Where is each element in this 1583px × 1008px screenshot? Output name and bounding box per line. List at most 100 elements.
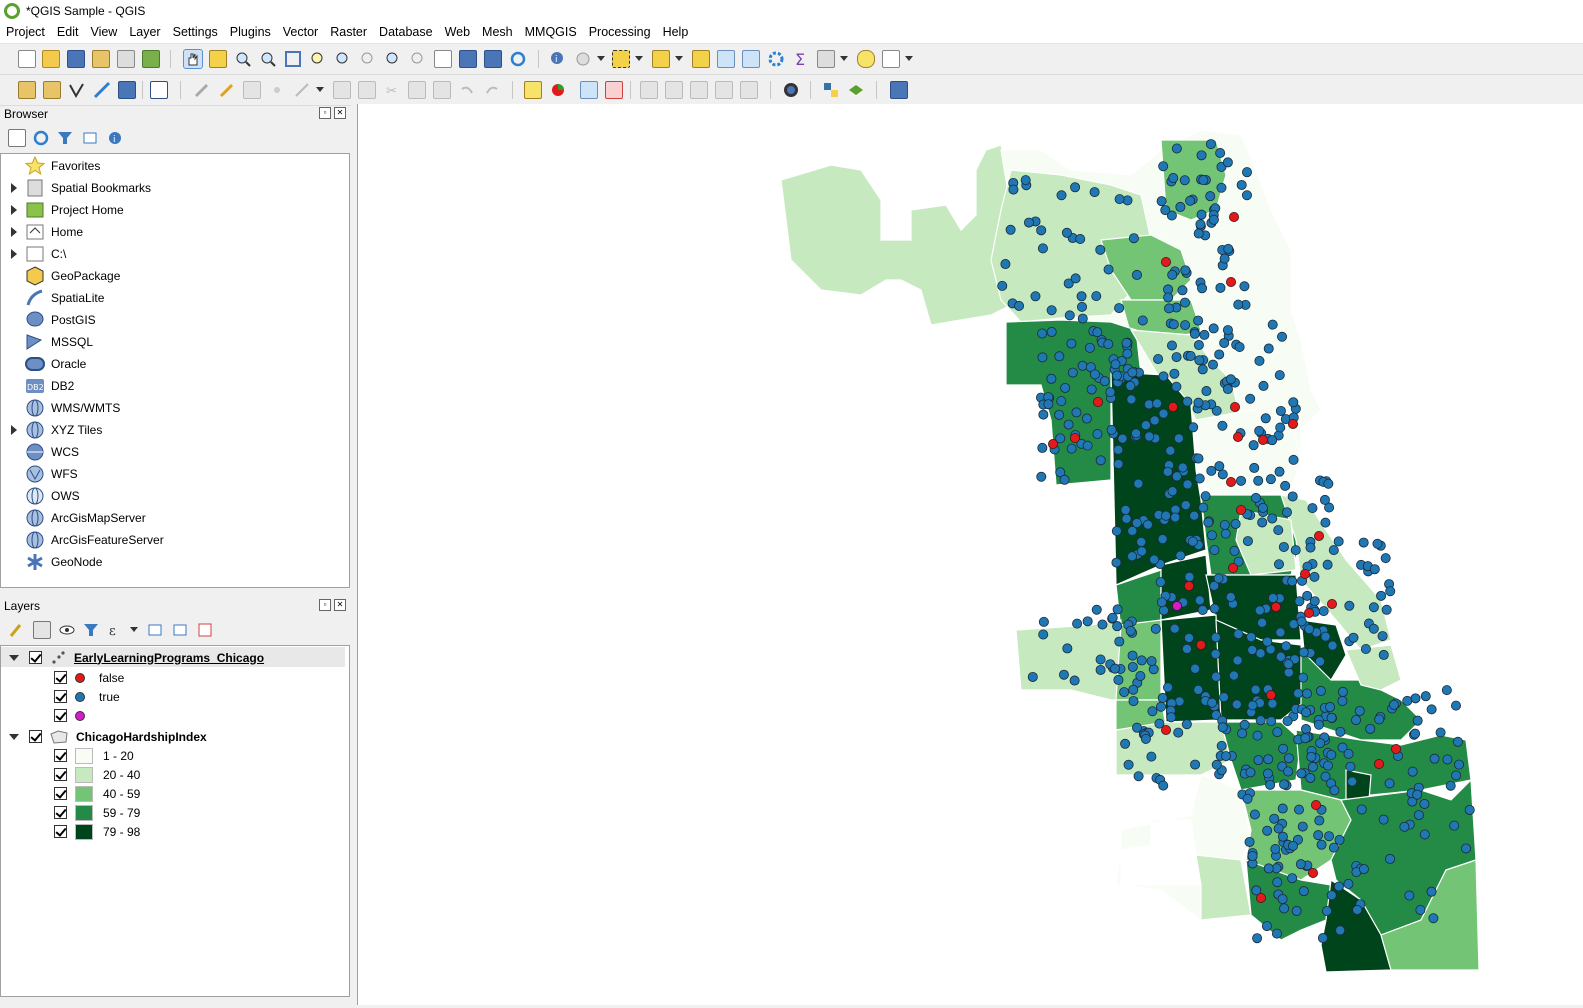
program-point[interactable] — [1196, 209, 1207, 220]
program-point[interactable] — [1304, 624, 1315, 635]
program-point[interactable] — [1283, 753, 1294, 764]
attribute-table-icon[interactable] — [717, 50, 735, 68]
program-point[interactable] — [1193, 228, 1204, 239]
program-point[interactable] — [1245, 393, 1256, 404]
menu-processing[interactable]: Processing — [588, 25, 651, 39]
program-point[interactable] — [1158, 161, 1169, 172]
program-point[interactable] — [1014, 300, 1025, 311]
zoom-last-icon[interactable] — [384, 50, 402, 68]
program-point[interactable] — [1169, 368, 1180, 379]
program-point[interactable] — [1250, 684, 1261, 695]
filter-by-expression-icon[interactable]: ε — [107, 621, 125, 639]
program-point[interactable] — [1282, 716, 1293, 727]
program-point[interactable] — [1160, 510, 1171, 521]
program-point[interactable] — [1233, 299, 1244, 310]
browser-item-xyz-tiles[interactable]: XYZ Tiles — [1, 419, 341, 441]
program-point[interactable] — [1251, 885, 1262, 896]
zoom-full-icon[interactable] — [284, 50, 302, 68]
run-action-icon[interactable] — [574, 50, 592, 68]
program-point[interactable] — [1157, 692, 1168, 703]
program-point[interactable] — [1146, 751, 1157, 762]
program-point[interactable] — [1180, 297, 1191, 308]
program-point[interactable] — [1082, 440, 1093, 451]
program-point[interactable] — [1208, 214, 1219, 225]
program-point[interactable] — [1293, 688, 1304, 699]
program-point[interactable] — [1125, 381, 1136, 392]
program-point[interactable] — [1193, 397, 1204, 408]
program-point-false[interactable] — [1048, 438, 1059, 449]
program-point[interactable] — [1131, 518, 1142, 529]
program-point[interactable] — [1236, 179, 1247, 190]
program-point[interactable] — [1233, 629, 1244, 640]
browser-item-spatialite[interactable]: SpatiaLite — [1, 287, 341, 309]
program-point[interactable] — [1185, 350, 1196, 361]
program-point[interactable] — [1327, 640, 1338, 651]
program-point[interactable] — [1222, 325, 1233, 336]
vertex-tool-icon[interactable] — [293, 81, 311, 99]
program-point[interactable] — [1103, 339, 1114, 350]
program-point[interactable] — [1167, 269, 1178, 280]
program-point[interactable] — [1451, 770, 1462, 781]
browser-item-postgis[interactable]: PostGIS — [1, 309, 341, 331]
expand-arrow-icon[interactable] — [11, 425, 17, 435]
program-point[interactable] — [1110, 663, 1121, 674]
program-point[interactable] — [1328, 842, 1339, 853]
style-manager-icon[interactable] — [142, 50, 160, 68]
program-point[interactable] — [1195, 219, 1206, 230]
program-point[interactable] — [1127, 551, 1138, 562]
program-point[interactable] — [1252, 933, 1263, 944]
paste-features-icon[interactable] — [433, 81, 451, 99]
program-point[interactable] — [1064, 310, 1075, 321]
program-point[interactable] — [1301, 707, 1312, 718]
program-point-false[interactable] — [1311, 800, 1322, 811]
program-point[interactable] — [1133, 478, 1144, 489]
program-point[interactable] — [1244, 836, 1255, 847]
new-print-layout-icon[interactable] — [92, 50, 110, 68]
program-point[interactable] — [1206, 530, 1217, 541]
program-point[interactable] — [1344, 600, 1355, 611]
program-point[interactable] — [1121, 513, 1132, 524]
add-feature-icon[interactable] — [268, 81, 286, 99]
program-point[interactable] — [1322, 559, 1333, 570]
program-point[interactable] — [1277, 803, 1288, 814]
program-point[interactable] — [1005, 224, 1016, 235]
program-point[interactable] — [1404, 890, 1415, 901]
program-point[interactable] — [1380, 553, 1391, 564]
program-point[interactable] — [1121, 338, 1132, 349]
program-point[interactable] — [1220, 751, 1231, 762]
program-point[interactable] — [1166, 210, 1177, 221]
program-point[interactable] — [1464, 804, 1475, 815]
program-point[interactable] — [1208, 323, 1219, 334]
program-point[interactable] — [1214, 349, 1225, 360]
program-point[interactable] — [1267, 319, 1278, 330]
browser-item-arcgis-map-server[interactable]: ArcGisMapServer — [1, 507, 341, 529]
legend-item-20-40[interactable]: 20 - 40 — [54, 765, 140, 784]
program-point[interactable] — [1156, 701, 1167, 712]
program-point[interactable] — [1335, 925, 1346, 936]
program-point[interactable] — [1314, 815, 1325, 826]
program-point[interactable] — [1166, 340, 1177, 351]
class-visibility-checkbox[interactable] — [54, 709, 67, 722]
program-point[interactable] — [1149, 415, 1160, 426]
zoom-to-layer-icon[interactable] — [334, 50, 352, 68]
program-point[interactable] — [1378, 814, 1389, 825]
program-point[interactable] — [1272, 727, 1283, 738]
program-point[interactable] — [1317, 933, 1328, 944]
program-point[interactable] — [1345, 761, 1356, 772]
program-point[interactable] — [1091, 291, 1102, 302]
program-point[interactable] — [1279, 903, 1290, 914]
menu-help[interactable]: Help — [662, 25, 689, 39]
toggle-editing-icon[interactable] — [218, 81, 236, 99]
virtual-layer-icon[interactable] — [150, 81, 168, 99]
program-point-false[interactable] — [1184, 581, 1195, 592]
program-point[interactable] — [1273, 525, 1284, 536]
label-properties-icon[interactable] — [740, 81, 758, 99]
program-point[interactable] — [1220, 528, 1231, 539]
program-point[interactable] — [1435, 727, 1446, 738]
program-point[interactable] — [1297, 672, 1308, 683]
program-point[interactable] — [1069, 675, 1080, 686]
browser-item-oracle[interactable]: Oracle — [1, 353, 341, 375]
program-point[interactable] — [1132, 722, 1143, 733]
program-point[interactable] — [1249, 462, 1260, 473]
program-point[interactable] — [1262, 825, 1273, 836]
